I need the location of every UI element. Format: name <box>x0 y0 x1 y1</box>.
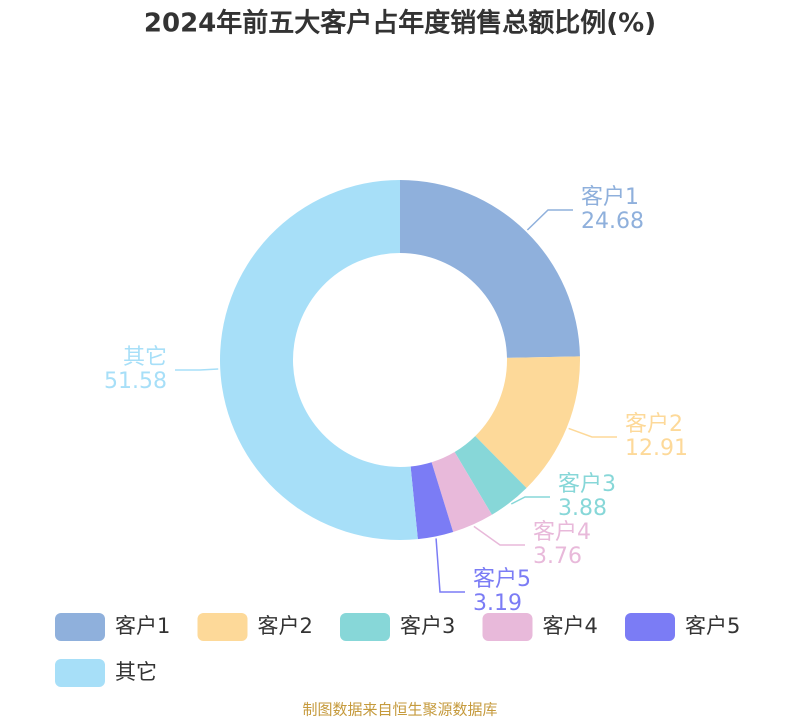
slice-value: 3.88 <box>558 496 607 521</box>
leader-line <box>568 427 617 438</box>
slice-label: 客户1 <box>581 185 639 210</box>
slice-value: 24.68 <box>581 209 644 234</box>
legend-swatch <box>197 613 248 641</box>
slice <box>431 451 492 532</box>
source-note: 制图数据来自恒生聚源数据库 <box>302 701 497 719</box>
slice-value: 3.76 <box>533 544 582 569</box>
slice <box>475 356 580 488</box>
slice <box>410 462 454 540</box>
legend-swatch <box>55 613 105 641</box>
slice <box>400 180 580 358</box>
leader-line <box>473 525 525 546</box>
legend-swatch <box>482 613 533 641</box>
slice-label: 客户3 <box>558 472 616 497</box>
slice <box>220 180 418 540</box>
legend-label: 客户2 <box>258 614 313 638</box>
legend-label: 客户4 <box>543 614 598 638</box>
legend-label: 客户3 <box>400 614 455 638</box>
legend-swatch <box>625 613 675 641</box>
legend-swatch <box>340 613 390 641</box>
leader-line <box>175 368 219 371</box>
slice-label: 客户4 <box>533 520 591 545</box>
slice-value: 51.58 <box>104 369 167 394</box>
slice-value: 12.91 <box>625 436 688 461</box>
leader-line <box>435 538 465 593</box>
legend-label: 客户5 <box>685 614 740 638</box>
legend-label: 客户1 <box>115 614 170 638</box>
slice-label: 客户2 <box>625 412 683 437</box>
slice-value: 3.19 <box>473 591 522 616</box>
slice-label: 客户5 <box>473 567 531 592</box>
legend-label: 其它 <box>115 660 157 684</box>
leader-line <box>526 209 573 231</box>
chart-title: 2024年前五大客户占年度销售总额比例(%) <box>144 8 656 39</box>
slice-label: 其它 <box>123 345 167 370</box>
legend-swatch <box>55 659 105 687</box>
leader-line <box>510 496 550 505</box>
slice <box>454 436 527 515</box>
